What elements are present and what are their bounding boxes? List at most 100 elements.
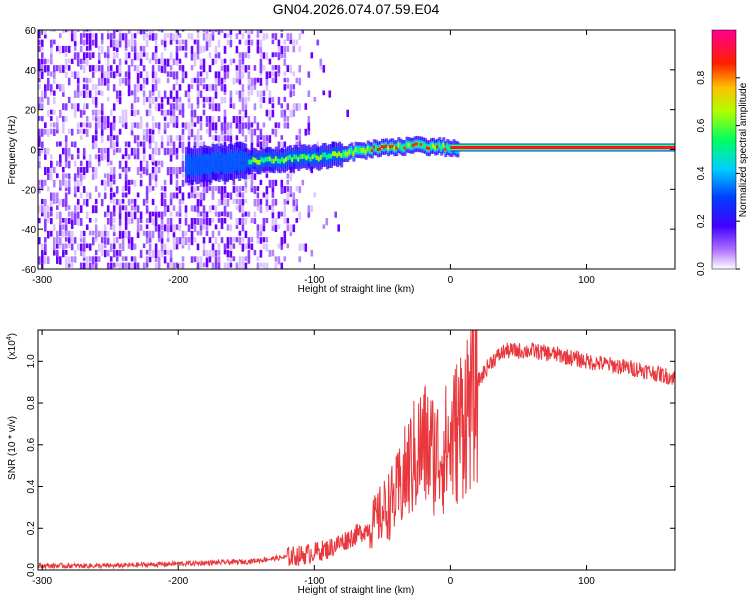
heatmap-cell [205, 224, 209, 231]
heatmap-cell [187, 96, 191, 103]
heatmap-cell [109, 262, 113, 269]
band-core [360, 148, 364, 153]
heatmap-cell [154, 39, 158, 45]
heatmap-cell [292, 205, 296, 213]
heatmap-cell [253, 198, 257, 207]
heatmap-cell [136, 154, 140, 160]
heatmap-cell [247, 237, 251, 244]
heatmap-cell [202, 84, 206, 90]
heatmap-cell [148, 249, 152, 257]
heatmap-cell [166, 237, 170, 243]
heatmap-cell [59, 256, 62, 265]
heatmap-cell [211, 230, 215, 238]
heatmap-cell [175, 135, 179, 141]
heatmap-cell [199, 58, 203, 66]
heatmap-cell [265, 262, 269, 269]
heatmap-cell [223, 198, 227, 206]
heatmap-cell [169, 90, 173, 99]
heatmap-cell [241, 58, 245, 65]
heatmap-cell [103, 186, 107, 191]
heatmap-cell [88, 52, 92, 60]
heatmap-cell [214, 45, 218, 55]
heatmap-cell [199, 256, 203, 263]
heatmap-cell [118, 96, 122, 105]
heatmap-cell [62, 179, 65, 186]
heatmap-cell [214, 135, 218, 141]
heatmap-cell [70, 103, 74, 110]
heatmap-cell [67, 262, 71, 268]
heatmap-cell [124, 33, 128, 41]
heatmap-cell [100, 45, 104, 54]
heatmap-cell [76, 154, 80, 160]
heatmap-cell [289, 167, 293, 173]
heatmap-cell [262, 237, 266, 243]
heatmap-cell [118, 71, 122, 77]
heatmap-cell [79, 39, 83, 45]
heatmap-cell [301, 243, 305, 251]
heatmap-cell [148, 243, 152, 251]
heatmap-cell [53, 237, 56, 244]
heatmap-cell [235, 237, 239, 243]
heatmap-cell [289, 230, 293, 236]
heatmap-cell [127, 230, 131, 239]
band-mid [234, 151, 237, 171]
heatmap-cell [202, 192, 206, 201]
heatmap-cell [130, 39, 134, 47]
heatmap-cell [136, 141, 140, 148]
heatmap-cell [94, 198, 98, 204]
heatmap-cell [253, 173, 257, 180]
heatmap-cell [38, 256, 41, 265]
heatmap-cell [151, 52, 155, 61]
heatmap-cell [106, 84, 110, 91]
heatmap-cell [151, 230, 155, 239]
heatmap-cell [91, 39, 95, 46]
heatmap-cell [238, 141, 242, 149]
heatmap-cell [217, 256, 221, 263]
heatmap-cell [247, 173, 251, 180]
heatmap-cell [59, 109, 62, 118]
heatmap-cell [259, 198, 263, 205]
heatmap-cell [50, 173, 53, 181]
heatmap-cell [82, 39, 86, 46]
heatmap-cell [154, 58, 158, 64]
heatmap-cell [73, 103, 77, 112]
heatmap-cell [241, 52, 245, 61]
heatmap-cell [268, 90, 272, 98]
heatmap-cell [259, 205, 263, 214]
heatmap-cell [145, 128, 149, 137]
heatmap-cell [76, 167, 80, 176]
heatmap-cell [271, 249, 275, 257]
heatmap-cell [73, 109, 77, 118]
heatmap-cell [202, 58, 206, 67]
heatmap-cell [142, 128, 146, 136]
heatmap-cell [283, 211, 287, 218]
heatmap-cell [103, 224, 107, 231]
heatmap-cell [109, 122, 113, 130]
band-core [248, 159, 252, 165]
heatmap-cell [151, 198, 155, 206]
heatmap-cell [178, 218, 182, 224]
heatmap-cell [172, 224, 176, 233]
heatmap-cell [175, 71, 179, 80]
heatmap-cell [112, 211, 116, 217]
heatmap-cell [112, 173, 116, 180]
heatmap-cell [271, 109, 275, 118]
heatmap-cell [70, 30, 74, 34]
heatmap-cell [274, 179, 278, 186]
heatmap-cell [265, 218, 269, 224]
heatmap-cell [112, 192, 116, 198]
heatmap-cell [181, 173, 185, 179]
heatmap-cell [163, 58, 167, 66]
band-core [281, 157, 284, 162]
heatmap-cell [238, 218, 242, 225]
heatmap-cell [62, 65, 65, 73]
heatmap-cell [196, 128, 200, 137]
heatmap-cell [199, 179, 203, 187]
heatmap-cell [223, 116, 227, 123]
heatmap-cell [53, 198, 56, 204]
heatmap-cell [217, 249, 221, 256]
heatmap-cell [136, 77, 140, 84]
heatmap-cell [118, 218, 122, 226]
heatmap-cell [97, 52, 101, 61]
